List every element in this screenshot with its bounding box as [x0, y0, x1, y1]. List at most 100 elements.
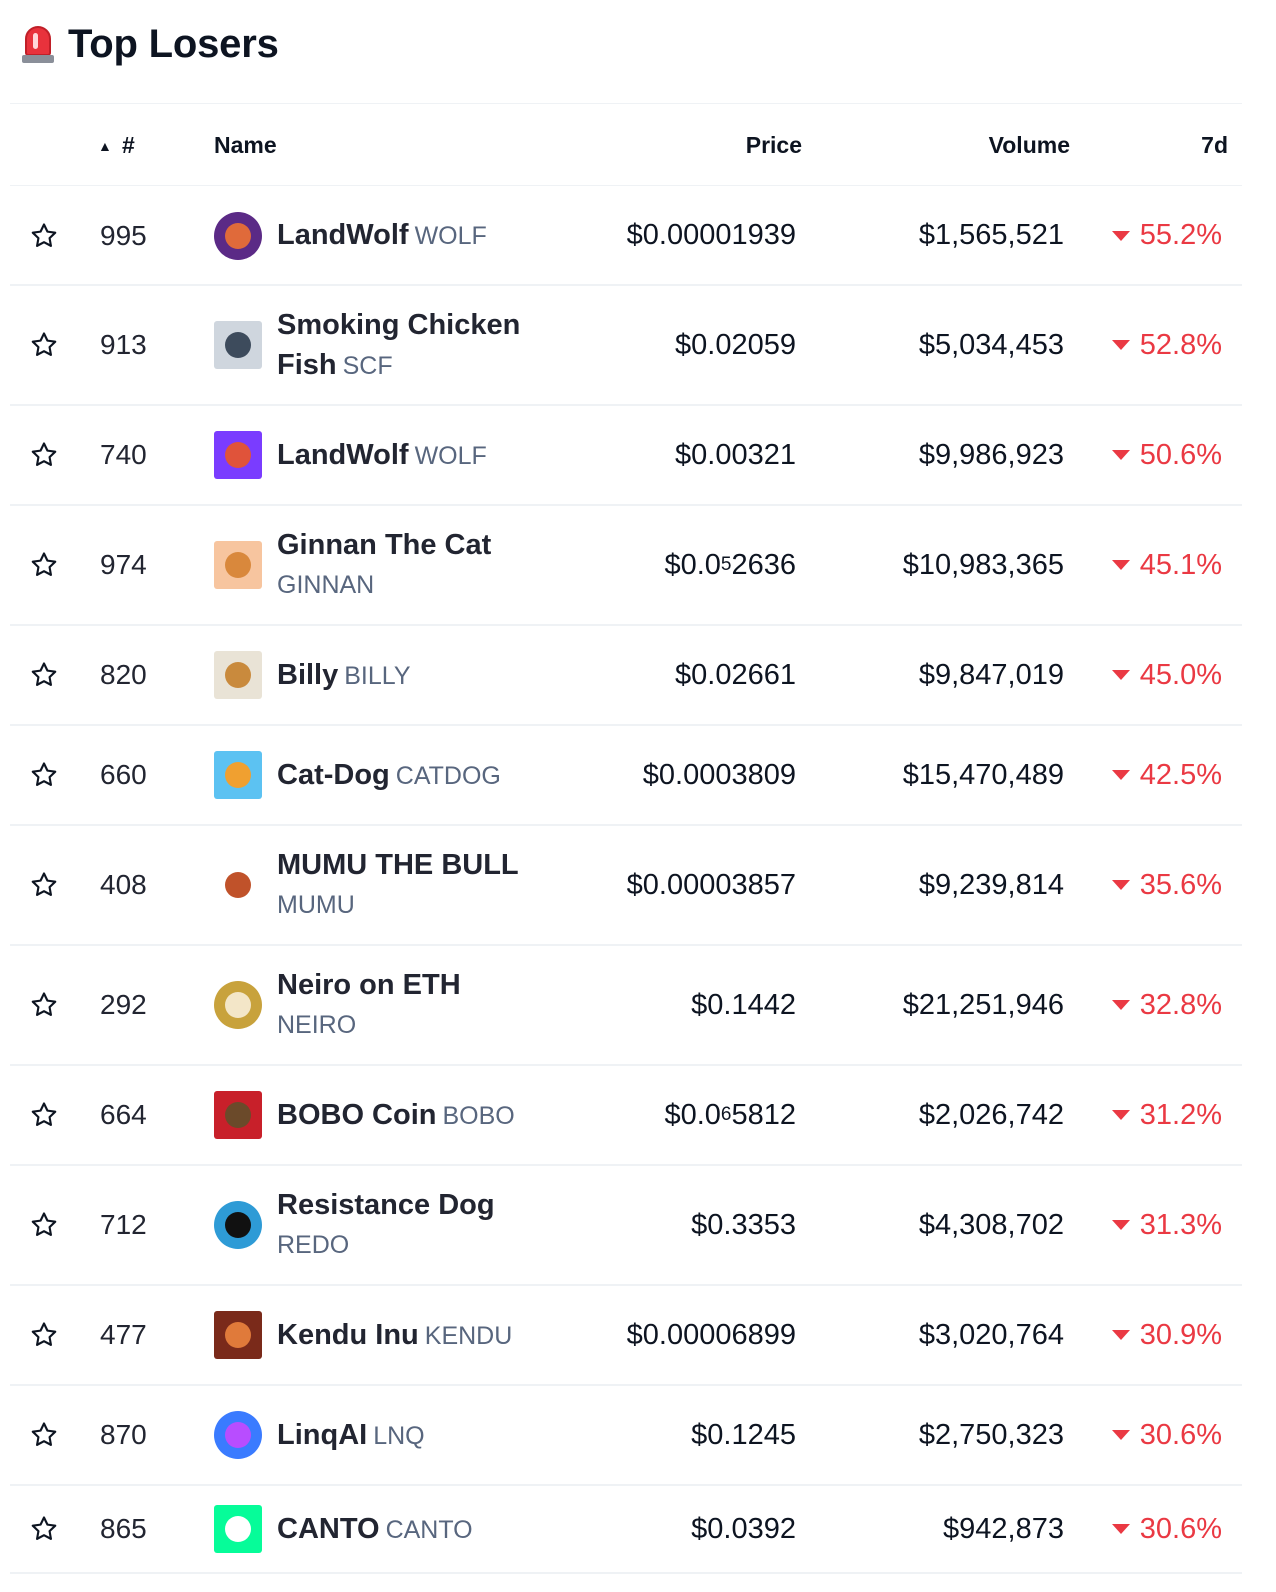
watchlist-star-button[interactable]	[26, 946, 62, 1064]
volume-value: $2,750,323	[918, 1418, 1064, 1451]
watchlist-star-button[interactable]	[26, 286, 62, 404]
volume: $5,034,453	[919, 286, 1064, 404]
coin-name-link[interactable]: LandWolf WOLF	[277, 406, 567, 504]
watchlist-star-button[interactable]	[26, 626, 62, 724]
coin-symbol: MUMU	[277, 891, 355, 919]
volume-value: $9,847,019	[918, 658, 1064, 691]
table-row[interactable]: 712 Resistance Dog REDO $0.3353 $4,308,702 31…	[10, 1166, 1242, 1286]
coin-logo-cell[interactable]	[214, 506, 262, 624]
coin-logo-cell[interactable]	[214, 1486, 262, 1572]
caret-down-icon	[1111, 560, 1130, 570]
page-header: Top Losers	[22, 18, 279, 70]
coin-name-text: LinqAI	[277, 1418, 368, 1451]
price-zero-count: 5	[720, 554, 732, 575]
coin-name-link[interactable]: Neiro on ETH NEIRO	[277, 946, 567, 1064]
rank-value: 292	[100, 989, 147, 1020]
watchlist-star-button[interactable]	[26, 1386, 62, 1484]
coin-logo-cell[interactable]	[214, 187, 262, 284]
watchlist-star-button[interactable]	[26, 506, 62, 624]
watchlist-star-button[interactable]	[26, 826, 62, 944]
coin-name-link[interactable]: Resistance Dog REDO	[277, 1166, 567, 1284]
caret-down-icon	[1111, 1430, 1130, 1440]
divider	[10, 103, 1242, 104]
watchlist-star-button[interactable]	[26, 1066, 62, 1164]
caret-down-icon	[1111, 1110, 1130, 1120]
watchlist-star-button[interactable]	[26, 1286, 62, 1384]
watchlist-star-button[interactable]	[26, 1166, 62, 1284]
price-value: $0.02059	[675, 328, 796, 361]
caret-down-icon	[1111, 670, 1130, 680]
rank: 712	[100, 1166, 147, 1284]
change-7d: 31.3%	[1111, 1166, 1222, 1284]
coin-symbol: CATDOG	[395, 761, 501, 790]
coin-name-link[interactable]: LinqAI LNQ	[277, 1386, 567, 1484]
coin-symbol: LNQ	[373, 1421, 425, 1450]
coin-logo-cell[interactable]	[214, 946, 262, 1064]
coin-name-text: Billy	[277, 658, 339, 691]
change-7d: 45.0%	[1111, 626, 1222, 724]
coin-name-link[interactable]: CANTO CANTO	[277, 1486, 567, 1572]
price: $0.00003857	[627, 826, 796, 944]
coin-name: Smoking Chicken Fish SCF	[277, 305, 567, 386]
table-row[interactable]: 913 Smoking Chicken Fish SCF $0.02059 $5,034…	[10, 286, 1242, 406]
table-row[interactable]: 820 Billy BILLY $0.02661 $9,847,019 45.0%	[10, 626, 1242, 726]
coin-logo-cell[interactable]	[214, 1286, 262, 1384]
table-row[interactable]: 740 LandWolf WOLF $0.00321 $9,986,923 50.6%	[10, 406, 1242, 506]
star-icon	[31, 222, 57, 247]
column-rank[interactable]: #	[122, 132, 135, 158]
coin-name-text: Kendu Inu	[277, 1318, 419, 1351]
caret-down-icon	[1111, 230, 1130, 241]
table-row[interactable]: 408 MUMU THE BULL MUMU $0.00003857 $9,239,81…	[10, 826, 1242, 946]
watchlist-star-button[interactable]	[26, 726, 62, 824]
watchlist-star-button[interactable]	[26, 406, 62, 504]
table-row[interactable]: 292 Neiro on ETH NEIRO $0.1442 $21,251,946 32…	[10, 946, 1242, 1066]
watchlist-star-button[interactable]	[26, 187, 62, 284]
change-value: 30.9%	[1139, 1318, 1222, 1351]
column-volume[interactable]: Volume	[988, 132, 1070, 158]
rank-value: 712	[100, 1209, 147, 1240]
price: $0.00001939	[627, 187, 796, 284]
coin-logo-cell[interactable]	[214, 1386, 262, 1484]
coin-logo-cell[interactable]	[214, 286, 262, 404]
change-value: 30.6%	[1139, 1512, 1222, 1545]
star-icon	[31, 442, 57, 466]
coin-name-link[interactable]: Smoking Chicken Fish SCF	[277, 286, 567, 404]
price: $0.0392	[691, 1486, 796, 1572]
page-title: Top Losers	[68, 21, 279, 66]
coin-logo-cell[interactable]	[214, 726, 262, 824]
coin-logo-cell[interactable]	[214, 1166, 262, 1284]
table-row[interactable]: 870 LinqAI LNQ $0.1245 $2,750,323 30.6%	[10, 1386, 1242, 1486]
table-row[interactable]: 974 Ginnan The Cat GINNAN $0.0 5 2636 $10,983,…	[10, 506, 1242, 626]
neiro-logo	[214, 981, 262, 1029]
column-price[interactable]: Price	[745, 132, 802, 158]
price: $0.00006899	[627, 1286, 796, 1384]
coin-logo-cell[interactable]	[214, 826, 262, 944]
coin-name-link[interactable]: Billy BILLY	[277, 626, 567, 724]
canto-logo-mark	[225, 1516, 251, 1542]
coin-name-link[interactable]: BOBO Coin BOBO	[277, 1066, 567, 1164]
watchlist-star-button[interactable]	[26, 1486, 62, 1572]
catdog-logo	[214, 751, 262, 799]
rank: 974	[100, 506, 147, 624]
coin-name-link[interactable]: Kendu Inu KENDU	[277, 1286, 567, 1384]
coin-name-link[interactable]: MUMU THE BULL MUMU	[277, 826, 567, 944]
table-row[interactable]: 865 CANTO CANTO $0.0392 $942,873 30.6%	[10, 1486, 1242, 1574]
table-row[interactable]: 995 LandWolf WOLF $0.00001939 $1,565,521 55.2…	[10, 187, 1242, 286]
table-row[interactable]: 664 BOBO Coin BOBO $0.0 6 5812 $2,026,742 31.2%	[10, 1066, 1242, 1166]
price-value: $0.00321	[675, 438, 796, 471]
coin-logo-cell[interactable]	[214, 626, 262, 724]
coin-name-link[interactable]: Cat-Dog CATDOG	[277, 726, 567, 824]
volume-value: $4,308,702	[918, 1208, 1064, 1241]
caret-down-icon	[1111, 770, 1130, 780]
column-7d-change[interactable]: 7d	[1201, 132, 1228, 158]
column-name[interactable]: Name	[214, 132, 277, 158]
table-row[interactable]: 477 Kendu Inu KENDU $0.00006899 $3,020,764 30…	[10, 1286, 1242, 1386]
table-row[interactable]: 660 Cat-Dog CATDOG $0.0003809 $15,470,489 42.…	[10, 726, 1242, 826]
coin-logo-cell[interactable]	[214, 1066, 262, 1164]
rank-value: 820	[100, 659, 147, 690]
coin-logo-cell[interactable]	[214, 406, 262, 504]
coin-name-link[interactable]: LandWolf WOLF	[277, 187, 567, 284]
coin-name-link[interactable]: Ginnan The Cat GINNAN	[277, 506, 567, 624]
sort-arrow-icon[interactable]: ▲	[98, 138, 112, 154]
scf-logo	[214, 321, 262, 369]
